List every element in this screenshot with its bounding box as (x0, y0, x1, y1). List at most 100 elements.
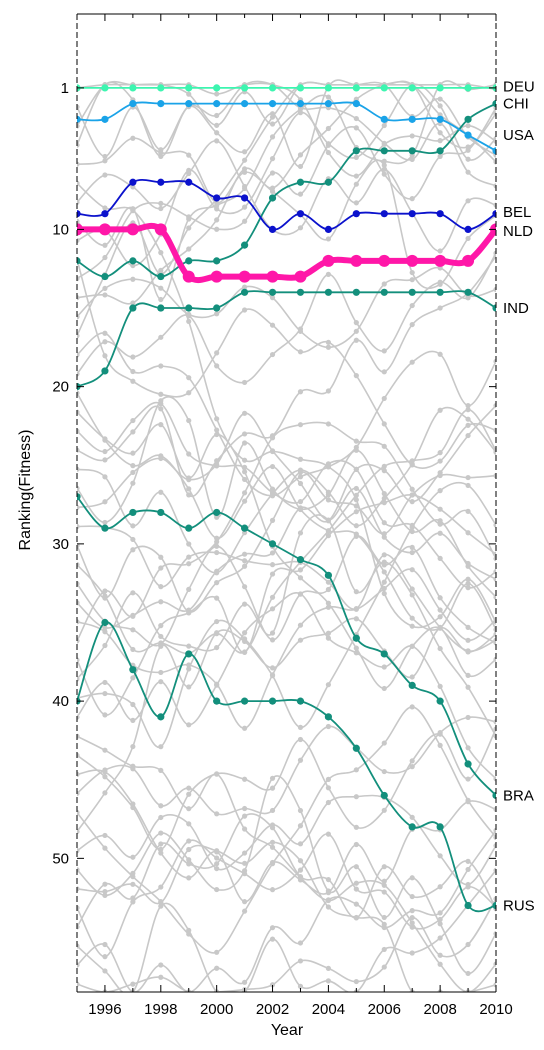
background-series-point (493, 931, 496, 937)
background-series-point (214, 549, 220, 556)
background-series-point (77, 218, 80, 224)
series-point-deu (185, 84, 193, 92)
background-series-point (493, 806, 496, 812)
background-series-line (77, 81, 496, 305)
background-series-point (130, 523, 136, 529)
background-series-point (409, 643, 415, 649)
background-series-point (493, 522, 496, 528)
background-series-point (381, 281, 387, 287)
background-series-line (77, 405, 496, 629)
background-series-point (493, 556, 496, 562)
background-series-point (437, 935, 443, 941)
background-series-point (102, 747, 108, 753)
series-point-chi (380, 147, 388, 155)
background-series-point (77, 562, 80, 568)
background-series-point (77, 886, 80, 892)
background-series-point (437, 153, 443, 159)
background-series-point (158, 250, 164, 256)
series-point-bel (213, 194, 221, 202)
background-series-point (77, 619, 80, 625)
background-series-point (269, 134, 276, 140)
background-series-point (493, 867, 496, 873)
background-series-point (465, 858, 471, 864)
background-series-point (186, 451, 192, 457)
background-series-point (409, 875, 415, 881)
background-series-point (158, 267, 164, 273)
background-series-point (214, 886, 220, 893)
background-series-point (77, 371, 80, 377)
background-series-point (186, 857, 192, 863)
background-series-point (130, 899, 136, 905)
background-series-point (214, 416, 220, 422)
background-series-point (242, 776, 248, 782)
background-series-point (465, 714, 471, 721)
background-series-line (77, 471, 496, 613)
background-series-point (297, 191, 304, 197)
background-series-point (77, 314, 80, 320)
background-series-point (102, 205, 108, 211)
background-series-point (130, 895, 136, 901)
background-series-point (493, 253, 496, 259)
background-series-point (214, 311, 220, 317)
background-series-point (158, 767, 164, 773)
background-series-point (77, 447, 80, 453)
background-series-point (242, 379, 248, 386)
background-series-point (437, 614, 443, 620)
background-series-point (77, 390, 80, 396)
background-series-point (437, 555, 443, 561)
background-series-point (77, 161, 80, 167)
background-series-point (437, 595, 443, 601)
background-series-point (353, 328, 359, 334)
background-series-point (493, 982, 496, 988)
series-point-usa (436, 115, 444, 123)
background-series-point (409, 920, 415, 926)
background-series-point (437, 521, 443, 527)
background-series-line (77, 735, 496, 992)
series-point-bra (380, 650, 388, 658)
background-series-point (297, 480, 304, 487)
background-series-point (493, 726, 496, 732)
background-series-point (158, 974, 164, 980)
background-series-line (77, 514, 496, 737)
series-point-ind (296, 288, 305, 296)
background-series-point (242, 860, 248, 866)
series-point-ind (464, 288, 472, 296)
axis-ticks: 1996 1998 2000 2002 2004 2006 2008 2010 1 10 20 30 4… (52, 14, 513, 1018)
background-series-point (130, 766, 136, 772)
background-series-point (158, 679, 164, 685)
background-series-point (353, 841, 359, 848)
background-series-point (77, 409, 80, 415)
background-series-point (465, 970, 471, 977)
series-point-usa (129, 100, 137, 108)
background-series-point (102, 588, 108, 594)
background-series-point (242, 813, 248, 819)
background-series-point (269, 807, 276, 814)
background-series-line (77, 525, 496, 652)
series-point-bel (464, 225, 472, 234)
background-series-point (297, 724, 304, 730)
background-series-point (465, 403, 471, 409)
background-series-point (409, 924, 415, 930)
background-series-line (77, 535, 496, 647)
series-point-chi (185, 257, 193, 265)
background-series-point (353, 886, 359, 892)
background-series-point (325, 965, 331, 971)
series-point-chi (324, 178, 332, 186)
background-series-point (437, 730, 443, 736)
background-series-point (158, 398, 164, 404)
series-point-bra (185, 524, 193, 532)
background-series-point (493, 202, 496, 208)
background-series-point (130, 743, 136, 750)
series-point-nld (322, 254, 335, 267)
background-series-point (158, 669, 164, 676)
series-point-chi (77, 257, 81, 265)
background-series-point (437, 506, 443, 512)
background-series-point (381, 889, 387, 895)
background-series-point (325, 785, 331, 791)
background-series-point (130, 536, 136, 543)
background-series-point (186, 318, 192, 325)
background-series-point (381, 864, 387, 870)
background-series-point (465, 156, 471, 162)
background-series-line (77, 568, 496, 729)
background-series-point (77, 428, 80, 434)
